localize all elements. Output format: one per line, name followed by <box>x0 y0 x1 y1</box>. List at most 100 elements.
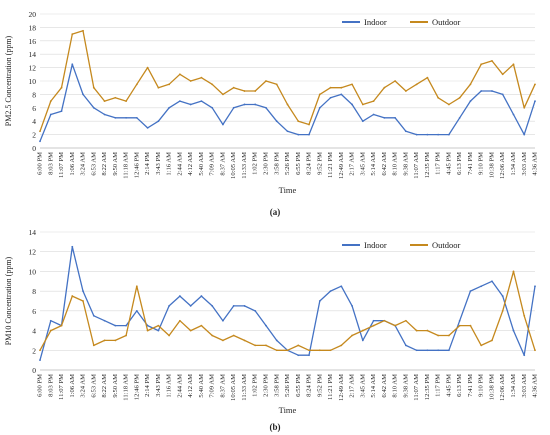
x-tick-label: 12:06 AM <box>499 374 506 401</box>
x-tick-label: 6:00 PM <box>37 374 44 397</box>
data-point-outdoor <box>523 314 526 317</box>
data-point-indoor <box>404 344 407 347</box>
legend-label-indoor: Indoor <box>364 240 387 250</box>
data-point-indoor <box>200 100 203 102</box>
data-point-outdoor <box>265 344 267 347</box>
data-point-indoor <box>437 349 440 352</box>
x-tick-label: 3:58 PM <box>273 374 280 397</box>
data-point-indoor <box>297 354 300 357</box>
data-point-outdoor <box>157 324 160 327</box>
data-point-indoor <box>340 285 343 288</box>
data-point-outdoor <box>243 90 246 92</box>
x-tick-label: 9:52 PM <box>316 374 323 397</box>
x-tick-label: 3:03 AM <box>521 152 528 176</box>
y-tick-label: 18 <box>29 23 37 32</box>
data-point-outdoor <box>523 106 526 109</box>
data-point-indoor <box>480 285 483 288</box>
data-point-outdoor <box>437 334 440 337</box>
data-point-outdoor <box>404 90 407 92</box>
data-point-indoor <box>318 300 321 302</box>
x-tick-label: 5:14 AM <box>370 374 377 398</box>
data-point-outdoor <box>458 96 461 99</box>
x-tick-label: 10:38 PM <box>488 374 495 400</box>
x-tick-label: 8:24 PM <box>306 374 313 397</box>
data-point-outdoor <box>254 344 257 347</box>
data-point-indoor <box>523 354 526 357</box>
x-tick-label: 7:41 PM <box>467 374 474 397</box>
data-point-outdoor <box>318 349 321 352</box>
data-point-outdoor <box>329 86 332 89</box>
data-point-indoor <box>189 305 192 307</box>
y-tick-label: 4 <box>32 327 36 336</box>
data-point-indoor <box>480 90 483 92</box>
x-tick-label: 12:49 AM <box>338 152 345 179</box>
data-point-outdoor <box>92 344 95 347</box>
x-tick-label: 9:38 AM <box>402 152 409 176</box>
y-axis-label: PM2.5 Concentration (ppm) <box>4 35 13 126</box>
data-point-outdoor <box>103 100 106 102</box>
data-point-outdoor <box>60 86 63 89</box>
x-tick-label: 8:03 PM <box>47 374 54 397</box>
data-point-indoor <box>114 324 117 327</box>
x-tick-label: 6:55 PM <box>295 374 302 397</box>
data-point-indoor <box>92 106 95 109</box>
data-point-indoor <box>469 290 472 293</box>
data-point-outdoor <box>469 324 472 327</box>
data-point-indoor <box>254 309 257 312</box>
x-tick-label: 2:17 AM <box>349 152 356 176</box>
x-tick-label: 1:17 PM <box>435 152 442 175</box>
legend-label-outdoor: Outdoor <box>432 240 461 250</box>
data-point-indoor <box>254 103 257 106</box>
y-tick-label: 0 <box>32 144 36 153</box>
data-point-outdoor <box>361 103 364 106</box>
data-point-outdoor <box>480 344 483 347</box>
data-point-outdoor <box>189 329 192 332</box>
data-point-outdoor <box>297 120 300 123</box>
data-point-indoor <box>60 110 63 113</box>
x-tick-label: 1:02 PM <box>252 374 259 397</box>
data-point-indoor <box>426 349 429 352</box>
data-point-outdoor <box>60 324 63 327</box>
data-point-outdoor <box>404 319 407 322</box>
x-tick-label: 4:12 AM <box>187 374 194 398</box>
data-point-indoor <box>125 324 127 327</box>
data-point-indoor <box>297 133 300 136</box>
data-point-outdoor <box>437 96 440 99</box>
data-point-indoor <box>534 285 536 288</box>
y-tick-label: 14 <box>29 50 37 59</box>
data-point-indoor <box>469 100 472 102</box>
x-tick-label: 3:58 PM <box>273 152 280 175</box>
data-point-outdoor <box>361 329 364 332</box>
x-axis-label: Time <box>279 185 297 195</box>
data-point-outdoor <box>49 100 52 102</box>
data-point-indoor <box>146 127 149 129</box>
data-point-outdoor <box>125 334 127 337</box>
x-tick-label: 11:18 AM <box>123 374 130 401</box>
x-tick-label: 6:00 PM <box>37 152 44 175</box>
data-point-outdoor <box>222 339 224 342</box>
y-tick-label: 6 <box>32 104 36 113</box>
data-point-outdoor <box>157 86 160 89</box>
data-point-indoor <box>71 245 74 248</box>
data-point-indoor <box>415 349 418 352</box>
data-point-indoor <box>71 63 74 66</box>
x-tick-label: 6:42 AM <box>381 152 388 176</box>
data-point-indoor <box>534 100 536 102</box>
x-tick-label: 7:41 PM <box>467 152 474 175</box>
data-point-indoor <box>512 329 515 332</box>
x-tick-label: 5:40 AM <box>198 374 205 398</box>
x-tick-label: 9:10 PM <box>478 374 485 397</box>
data-point-indoor <box>501 295 504 297</box>
x-tick-label: 8:22 AM <box>101 152 108 176</box>
x-tick-label: 6:53 AM <box>90 152 97 176</box>
data-point-outdoor <box>372 100 375 102</box>
data-point-outdoor <box>351 83 353 86</box>
y-tick-label: 14 <box>29 228 37 237</box>
data-point-outdoor <box>340 86 343 89</box>
x-tick-label: 10:38 PM <box>488 152 495 178</box>
data-point-indoor <box>523 133 526 136</box>
data-point-indoor <box>491 280 493 283</box>
x-tick-label: 12:46 PM <box>133 374 140 400</box>
data-point-indoor <box>222 123 224 126</box>
data-point-indoor <box>308 133 310 136</box>
